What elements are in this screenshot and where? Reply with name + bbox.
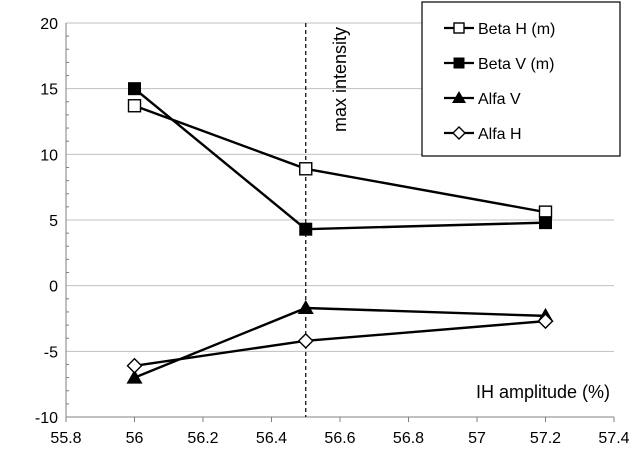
legend-item: Beta H (m) — [444, 21, 555, 38]
legend-item: Alfa V — [444, 91, 521, 108]
x-tick-label: 55.8 — [50, 430, 81, 447]
data-point — [297, 332, 314, 349]
y-tick-label: 5 — [49, 213, 58, 230]
x-tick-label: 57 — [468, 430, 486, 447]
data-point — [299, 162, 313, 176]
legend-label: Alfa H — [478, 126, 522, 143]
y-tick-label: 20 — [40, 16, 58, 33]
x-tick-label: 56 — [126, 430, 144, 447]
y-tick-label: 10 — [40, 147, 58, 164]
legend-swatch-marker — [453, 22, 465, 34]
x-tick-label: 57.4 — [598, 430, 629, 447]
data-point — [127, 99, 142, 113]
legend-label: Alfa V — [478, 91, 521, 108]
x-tick-label: 57.2 — [530, 430, 561, 447]
data-point — [539, 216, 552, 230]
legend-item: Beta V (m) — [444, 56, 554, 73]
series-group — [126, 82, 554, 384]
data-point — [537, 313, 554, 330]
legend: Beta H (m) Beta V (m) Alfa V Alfa H — [421, 1, 621, 157]
series-3 — [126, 313, 554, 374]
tick-labels: 20 15 10 5 0 -5 -10 55.8 56 56.2 56.4 56.6 56.8 57 57.… — [35, 16, 630, 447]
y-tick-label: 0 — [49, 279, 58, 296]
x-tick-label: 56.6 — [324, 430, 355, 447]
legend-swatch-marker — [452, 91, 466, 103]
max-intensity-marker: max intensity — [305, 23, 350, 417]
data-point — [128, 82, 141, 96]
y-tick-label: -5 — [44, 344, 58, 361]
series-1 — [128, 82, 552, 236]
legend-label: Beta H (m) — [478, 21, 555, 38]
y-tick-label: -10 — [35, 410, 58, 427]
legend-label: Beta V (m) — [478, 56, 554, 73]
axes — [65, 23, 615, 422]
x-tick-label: 56.8 — [393, 430, 424, 447]
x-axis-annotation: IH amplitude (%) — [476, 382, 610, 402]
series-0 — [127, 99, 553, 219]
y-tick-label: 15 — [40, 82, 58, 99]
legend-swatch-marker — [453, 57, 465, 69]
legend-swatch-marker — [452, 126, 466, 140]
max-intensity-label: max intensity — [330, 27, 350, 132]
x-tick-label: 56.2 — [187, 430, 218, 447]
x-tick-label: 56.4 — [256, 430, 287, 447]
data-point — [299, 222, 313, 236]
data-point — [126, 369, 143, 384]
data-point — [297, 299, 314, 314]
legend-item: Alfa H — [444, 126, 522, 143]
grid — [66, 22, 614, 352]
data-point — [126, 357, 143, 374]
